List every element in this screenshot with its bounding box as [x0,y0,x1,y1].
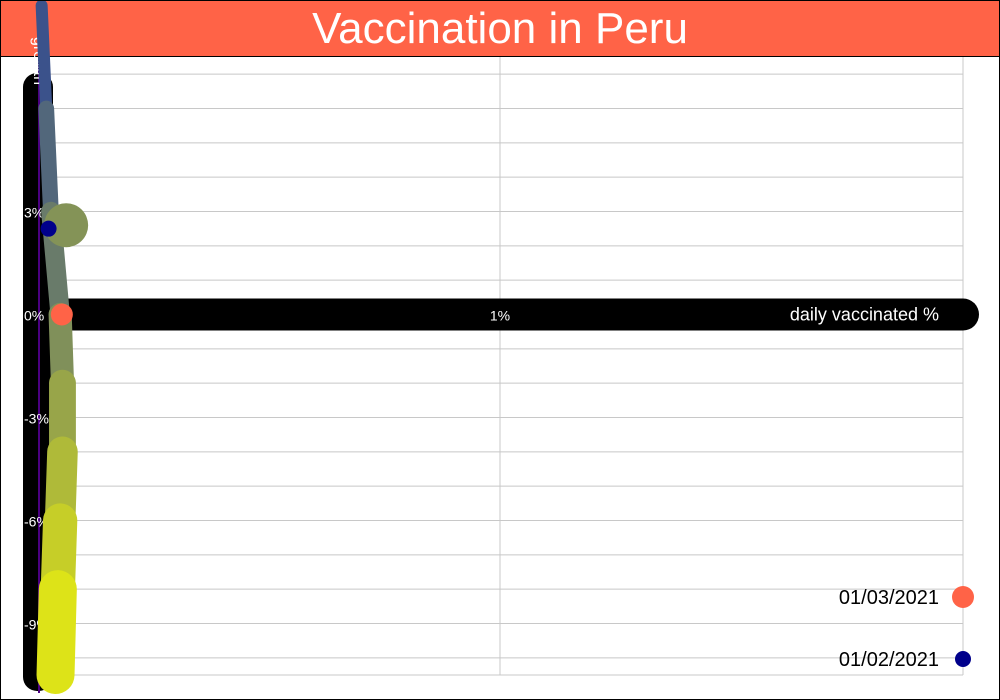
series-trail-segment [35,1,53,115]
series-trail-segment [36,570,77,694]
chart-title: Vaccination in Peru [312,3,688,53]
x-axis-label: daily vaccinated % [790,305,939,325]
legend-label: 01/02/2021 [839,649,939,671]
end-marker-point [50,303,73,326]
title-bar: Vaccination in Peru [1,1,999,57]
y-tick-label: -6% [24,514,49,530]
series-trail-cap [44,203,89,248]
start-marker-point [40,220,57,237]
y-tick-label: -3% [24,411,49,427]
y-tick-label: 3% [24,205,44,221]
legend-label: 01/03/2021 [839,587,939,609]
x-tick-label: 1% [490,308,510,324]
y-tick-label: 0% [24,308,44,324]
x-axis-band [41,298,979,331]
legend-end-marker [952,586,974,608]
series-trail-segment [38,100,59,220]
legend-start-marker [955,651,971,667]
